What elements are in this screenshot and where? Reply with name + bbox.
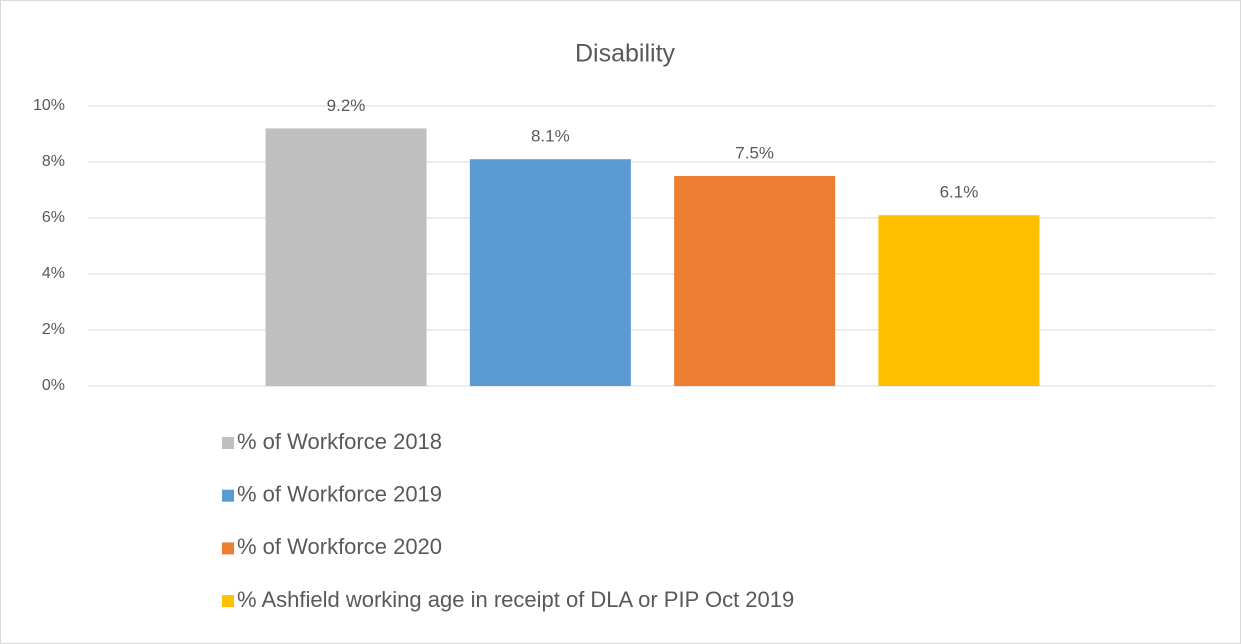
bar	[674, 176, 836, 386]
legend-label: % of Workforce 2018	[237, 429, 442, 454]
legend-swatch	[222, 595, 234, 608]
data-label: 8.1%	[531, 127, 570, 146]
legend-swatch	[222, 542, 234, 555]
y-tick-label: 0%	[42, 377, 65, 394]
y-tick-label: 10%	[33, 97, 65, 114]
legend-label: % Ashfield working age in receipt of DLA…	[237, 587, 794, 612]
y-tick-label: 6%	[42, 209, 65, 226]
legend-label: % of Workforce 2020	[237, 534, 442, 559]
legend-swatch	[222, 437, 234, 449]
legend-label: % of Workforce 2019	[237, 482, 442, 507]
data-label: 7.5%	[735, 143, 774, 162]
y-tick-label: 4%	[42, 265, 65, 282]
chart-title: Disability	[575, 40, 676, 68]
bar	[469, 159, 631, 386]
legend-swatch	[222, 489, 234, 502]
bar	[265, 128, 427, 386]
bar	[878, 215, 1040, 386]
data-label: 6.1%	[940, 183, 979, 202]
y-tick-label: 8%	[42, 153, 65, 170]
data-label: 9.2%	[327, 96, 366, 115]
y-tick-label: 2%	[42, 321, 65, 338]
